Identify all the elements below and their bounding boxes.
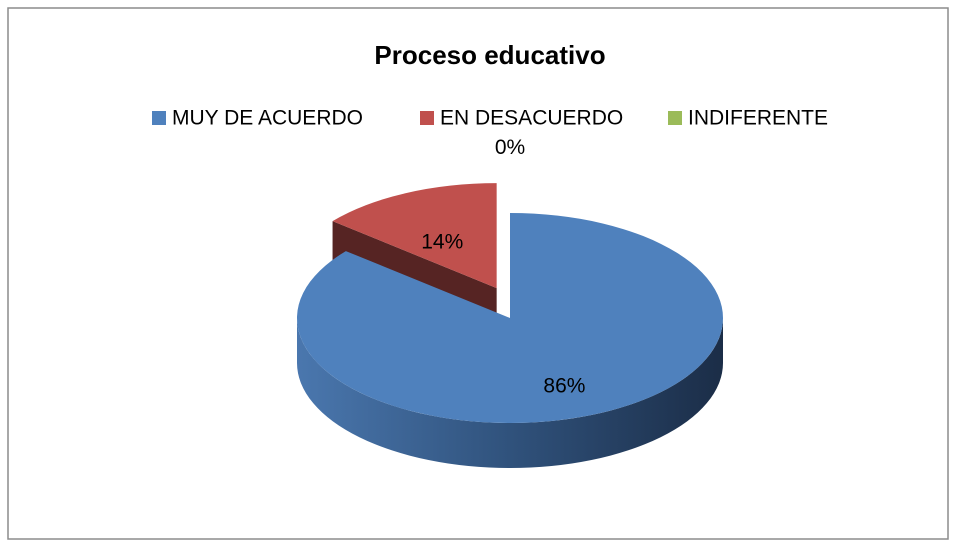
data-label: 0% [495, 136, 525, 159]
legend-label: EN DESACUERDO [440, 107, 623, 130]
pie-slice [296, 213, 723, 423]
chart-title: Proceso educativo [374, 40, 605, 70]
legend-swatch [668, 111, 682, 125]
pie-slice [332, 183, 497, 289]
legend-swatch [420, 111, 434, 125]
pie-side [297, 318, 723, 468]
data-label: 14% [421, 231, 463, 254]
data-label: 86% [543, 375, 585, 398]
legend-label: MUY DE ACUERDO [172, 107, 363, 130]
legend-label: INDIFERENTE [688, 107, 828, 130]
legend-swatch [152, 111, 166, 125]
